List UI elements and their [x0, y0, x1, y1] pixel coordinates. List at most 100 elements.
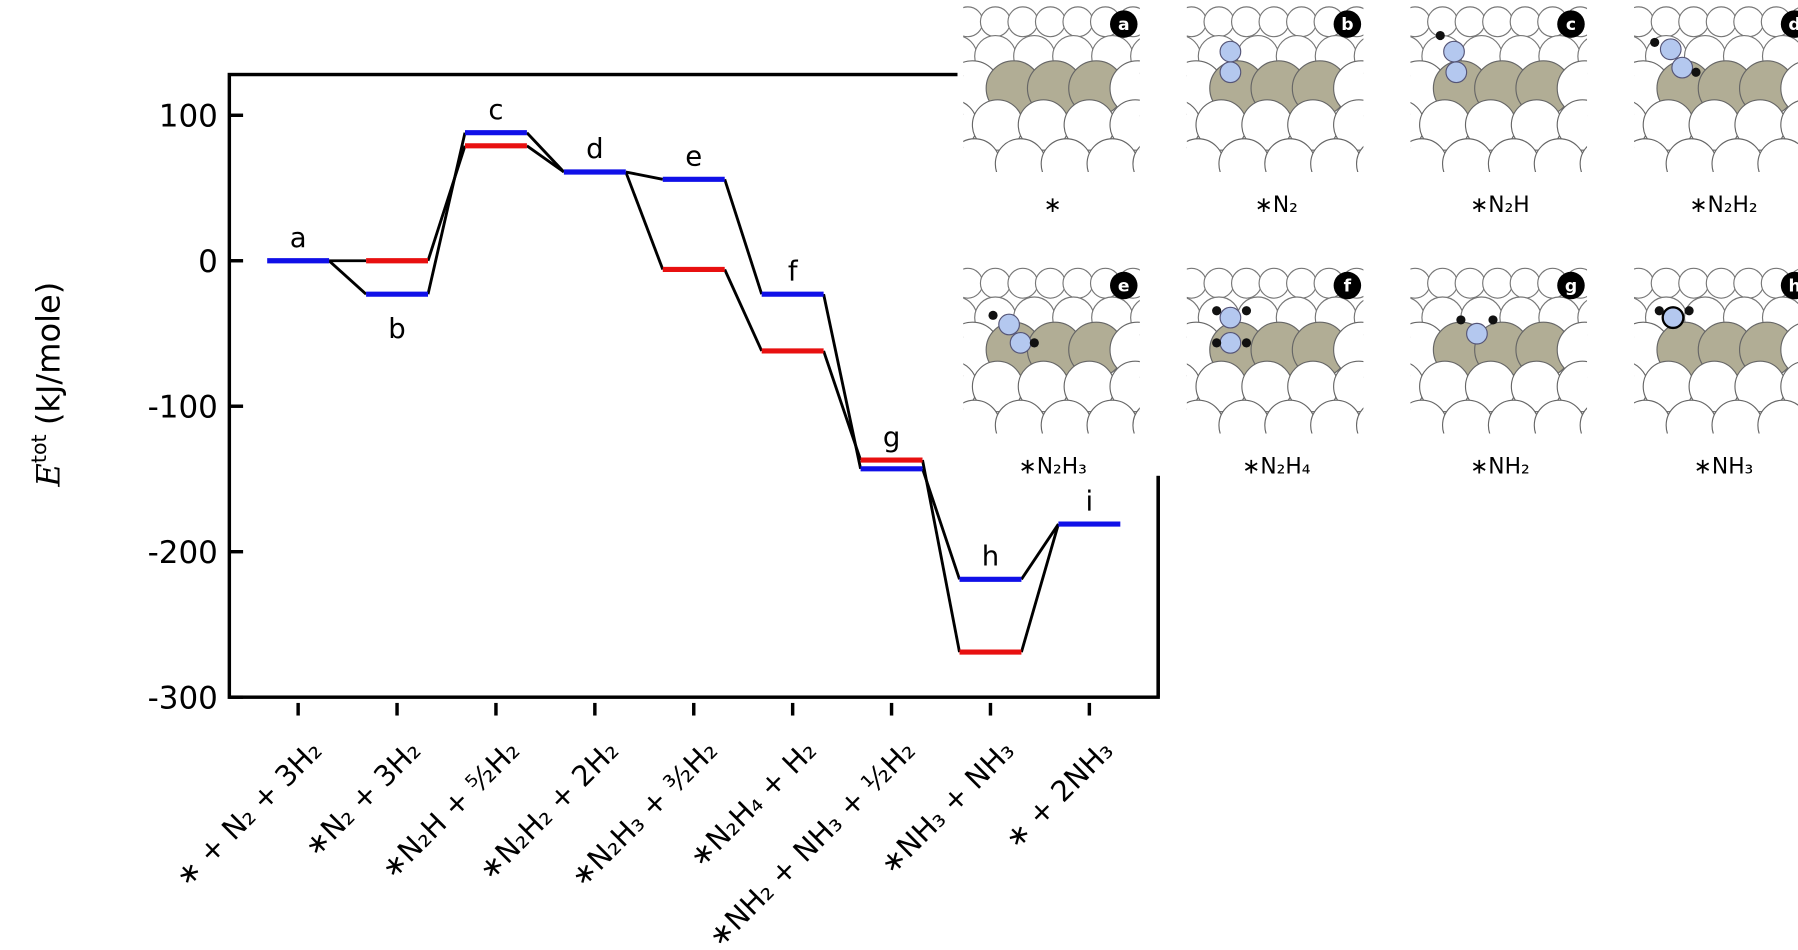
inset-letter: e [1118, 276, 1130, 296]
level-label: h [982, 541, 999, 573]
atom-top [1063, 268, 1093, 298]
hydrogen-atom [1436, 31, 1445, 40]
y-label-unit: (kJ/mole) [30, 282, 68, 425]
inset-caption: ∗NH₃ [1694, 455, 1754, 480]
y-tick-label: -200 [148, 535, 218, 571]
connector [824, 351, 861, 460]
inset-letter: c [1566, 15, 1576, 35]
atom-top [1204, 268, 1234, 298]
atom-top [980, 268, 1010, 298]
level-label: i [1086, 485, 1094, 517]
nitrogen-atom [1220, 307, 1241, 328]
inset-caption: ∗N₂H₃ [1018, 455, 1086, 480]
chart: Etot(kJ/mole) -300-200-1000100∗ + N₂ + 3… [0, 0, 1798, 950]
hydrogen-atom [1212, 338, 1221, 347]
atom-top [1455, 7, 1485, 37]
atom-top [1008, 7, 1038, 37]
connector [626, 172, 663, 269]
level-label: g [883, 421, 900, 453]
inset-caption: ∗N₂H [1470, 193, 1530, 218]
nitrogen-atom [1467, 323, 1488, 344]
inset-caption: ∗N₂H₄ [1242, 455, 1311, 480]
hydrogen-atom [1212, 306, 1221, 315]
connector [725, 269, 762, 350]
hydrogen-atom [1242, 338, 1251, 347]
connector [527, 146, 564, 172]
level-label: e [685, 141, 702, 173]
atom-top [1706, 268, 1736, 298]
atom-top [1651, 268, 1681, 298]
inset-letter: a [1118, 15, 1130, 35]
hydrogen-atom [1650, 38, 1659, 47]
nitrogen-atom [1446, 62, 1467, 83]
connector [428, 133, 465, 294]
inset-caption: ∗NH₂ [1470, 455, 1530, 480]
atom-top [1035, 7, 1065, 37]
connector [725, 179, 762, 294]
atom-top [1483, 268, 1513, 298]
atom-top [1232, 268, 1262, 298]
level-label: f [788, 255, 799, 287]
atom-top [1204, 7, 1234, 37]
connector [626, 172, 663, 179]
atom-top [1455, 268, 1485, 298]
nitrogen-atom [1010, 333, 1031, 354]
y-label-symbol: E [30, 463, 68, 487]
atom-top [1063, 7, 1093, 37]
nitrogen-atom [1444, 41, 1465, 62]
atom-top [1008, 268, 1038, 298]
nitrogen-atom [1220, 62, 1241, 83]
connector [923, 460, 960, 652]
inset-letter: h [1788, 276, 1798, 296]
hydrogen-atom [1456, 315, 1465, 324]
inset-letter: g [1565, 276, 1577, 296]
connector [1021, 524, 1058, 652]
connector [1021, 524, 1058, 579]
inset-caption: ∗N₂ [1255, 193, 1298, 218]
atom-top [1035, 268, 1065, 298]
atom-top [1679, 268, 1709, 298]
nitrogen-atom [999, 314, 1020, 335]
connector [428, 146, 465, 261]
atom-top [1428, 268, 1458, 298]
atom-top [1734, 7, 1764, 37]
level-label: a [290, 222, 307, 254]
level-label: b [388, 313, 405, 345]
hydrogen-atom [1488, 315, 1497, 324]
atom-top [980, 7, 1010, 37]
atom-top [953, 7, 983, 37]
y-tick-label: -100 [148, 390, 218, 426]
inset-letter: d [1788, 15, 1798, 35]
x-tick-label: ∗ + 2NH₃ [997, 733, 1119, 855]
atom-top [1232, 7, 1262, 37]
inset-caption: ∗ [1044, 193, 1062, 218]
atom-top [1651, 7, 1681, 37]
connector [329, 261, 366, 294]
atom-top [1734, 268, 1764, 298]
nitrogen-atom [1220, 333, 1241, 354]
nitrogen-atom [1660, 39, 1681, 60]
atom-top [1259, 7, 1289, 37]
nitrogen-atom [1220, 41, 1241, 62]
y-tick-label: 100 [159, 99, 218, 135]
hydrogen-atom [1691, 68, 1700, 77]
connector [527, 133, 564, 172]
hydrogen-atom [1685, 306, 1694, 315]
level-label: d [586, 133, 603, 165]
atom-top [1483, 7, 1513, 37]
atom-top [1259, 268, 1289, 298]
hydrogen-atom [1030, 338, 1039, 347]
nitrogen-atom [1663, 307, 1684, 328]
inset-letter: f [1344, 276, 1352, 296]
atom-top [1679, 7, 1709, 37]
atom-top [1706, 7, 1736, 37]
x-tick-label: ∗ + N₂ + 3H₂ [168, 733, 328, 893]
level-label: c [488, 94, 503, 126]
atom-top [1510, 268, 1540, 298]
y-axis-label: Etot(kJ/mole) [27, 282, 68, 488]
inset-caption: ∗N₂H₂ [1689, 193, 1757, 218]
atom-top [1510, 7, 1540, 37]
nitrogen-atom [1672, 57, 1693, 78]
inset-letter: b [1341, 15, 1353, 35]
